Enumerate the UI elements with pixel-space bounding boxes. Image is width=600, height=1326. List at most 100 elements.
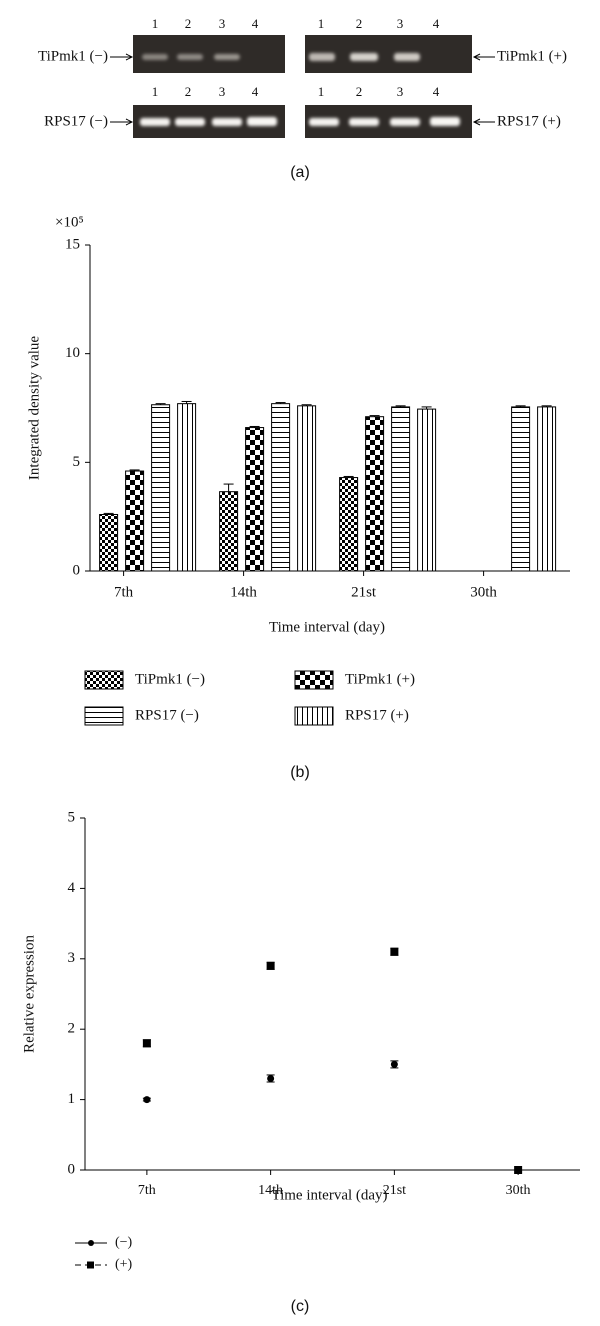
x-tick-label: 7th — [138, 1183, 156, 1198]
lane-number: 1 — [318, 84, 325, 99]
bar — [391, 406, 411, 572]
y-tick-label: 3 — [68, 950, 76, 966]
error-bar — [129, 469, 140, 472]
x-tick-label: 21st — [351, 584, 377, 600]
error-bar — [249, 425, 260, 428]
lane-number: 4 — [252, 16, 259, 31]
arrow-head — [472, 118, 481, 126]
bar — [177, 403, 197, 572]
marker — [142, 1039, 151, 1048]
y-tick-label: 5 — [73, 454, 81, 470]
legend-label: TiPmk1 (−) — [135, 671, 205, 687]
y-tick-label: 0 — [73, 562, 81, 578]
bar — [537, 406, 557, 572]
marker — [390, 947, 399, 956]
lane-number: 3 — [219, 84, 226, 99]
gel-bands — [140, 53, 460, 126]
lane-number: 2 — [356, 84, 363, 99]
panel-caption: (b) — [290, 764, 310, 781]
error-bar — [155, 403, 166, 405]
gel-label: TiPmk1 (+) — [497, 48, 567, 64]
bar — [365, 416, 385, 572]
y-tick-label: 0 — [68, 1161, 76, 1177]
y-tick-label: 2 — [68, 1021, 76, 1037]
y-multiplier: ×10⁵ — [55, 214, 84, 230]
error-bar — [421, 406, 432, 410]
legend-swatch — [294, 706, 334, 726]
bar — [297, 405, 317, 572]
error-bar — [343, 475, 354, 478]
y-tick-label: 1 — [68, 1091, 76, 1107]
bar — [125, 470, 145, 572]
error-bar — [301, 404, 312, 406]
legend-swatch — [294, 670, 334, 690]
bar — [339, 477, 359, 572]
marker — [514, 1166, 523, 1174]
gel-label: RPS17 (+) — [497, 113, 561, 129]
x-tick-label: 14th — [258, 1183, 283, 1198]
gel-label: TiPmk1 (−) — [38, 48, 108, 64]
lane-number: 2 — [356, 16, 363, 31]
legend-label: (+) — [115, 1257, 133, 1272]
y-axis-label: Relative expression — [21, 935, 37, 1053]
error-bar — [395, 405, 406, 407]
legend-label: RPS17 (+) — [345, 707, 409, 723]
bar — [99, 513, 119, 572]
lane-number: 3 — [397, 16, 404, 31]
y-axis-label: Integrated density value — [26, 336, 42, 480]
y-tick-label: 15 — [65, 236, 80, 252]
legend-marker — [88, 1240, 94, 1246]
x-tick-label: 7th — [114, 584, 134, 600]
y-tick-label: 5 — [68, 809, 76, 825]
bar — [219, 491, 239, 572]
gel-panel — [133, 35, 472, 138]
lane-number: 1 — [152, 84, 159, 99]
x-tick-label: 30th — [506, 1183, 531, 1198]
x-tick-label: 30th — [470, 584, 497, 600]
x-tick-label: 14th — [230, 584, 257, 600]
legend-label: RPS17 (−) — [135, 707, 199, 723]
lane-number: 4 — [433, 16, 440, 31]
arrow-head — [125, 53, 134, 61]
bar — [511, 406, 531, 572]
legend-marker — [87, 1261, 94, 1269]
error-bar — [223, 483, 234, 492]
error-bar — [181, 400, 192, 404]
error-bar — [515, 405, 526, 407]
arrow-head — [472, 53, 481, 61]
panel-caption: (c) — [291, 1298, 310, 1315]
error-bar — [103, 512, 114, 515]
marker — [143, 1096, 151, 1104]
legend-swatch — [84, 706, 124, 726]
marker — [266, 961, 275, 970]
x-axis-label: Time interval (day) — [271, 1187, 387, 1203]
y-tick-label: 10 — [65, 345, 80, 361]
gel-label: RPS17 (−) — [44, 113, 108, 129]
bar — [245, 427, 265, 572]
lane-number: 3 — [397, 84, 404, 99]
legend-label: TiPmk1 (+) — [345, 671, 415, 687]
panel-caption: (a) — [290, 164, 310, 181]
bar — [417, 408, 437, 572]
marker — [267, 1074, 275, 1082]
lane-number: 4 — [252, 84, 259, 99]
bar — [151, 404, 171, 572]
y-tick-label: 4 — [68, 880, 76, 896]
marker — [390, 1060, 398, 1068]
error-bar — [541, 405, 552, 407]
lane-number: 1 — [152, 16, 159, 31]
lane-number: 4 — [433, 84, 440, 99]
error-bar — [369, 415, 380, 417]
lane-number: 1 — [318, 16, 325, 31]
lane-number: 2 — [185, 84, 192, 99]
legend-label: (−) — [115, 1235, 133, 1250]
lane-number: 3 — [219, 16, 226, 31]
lane-number: 2 — [185, 16, 192, 31]
bar — [271, 403, 291, 572]
arrow-head — [125, 118, 134, 126]
x-axis-label: Time interval (day) — [269, 619, 385, 635]
legend-swatch — [84, 670, 124, 690]
x-tick-label: 21st — [383, 1183, 406, 1198]
error-bar — [275, 402, 286, 404]
